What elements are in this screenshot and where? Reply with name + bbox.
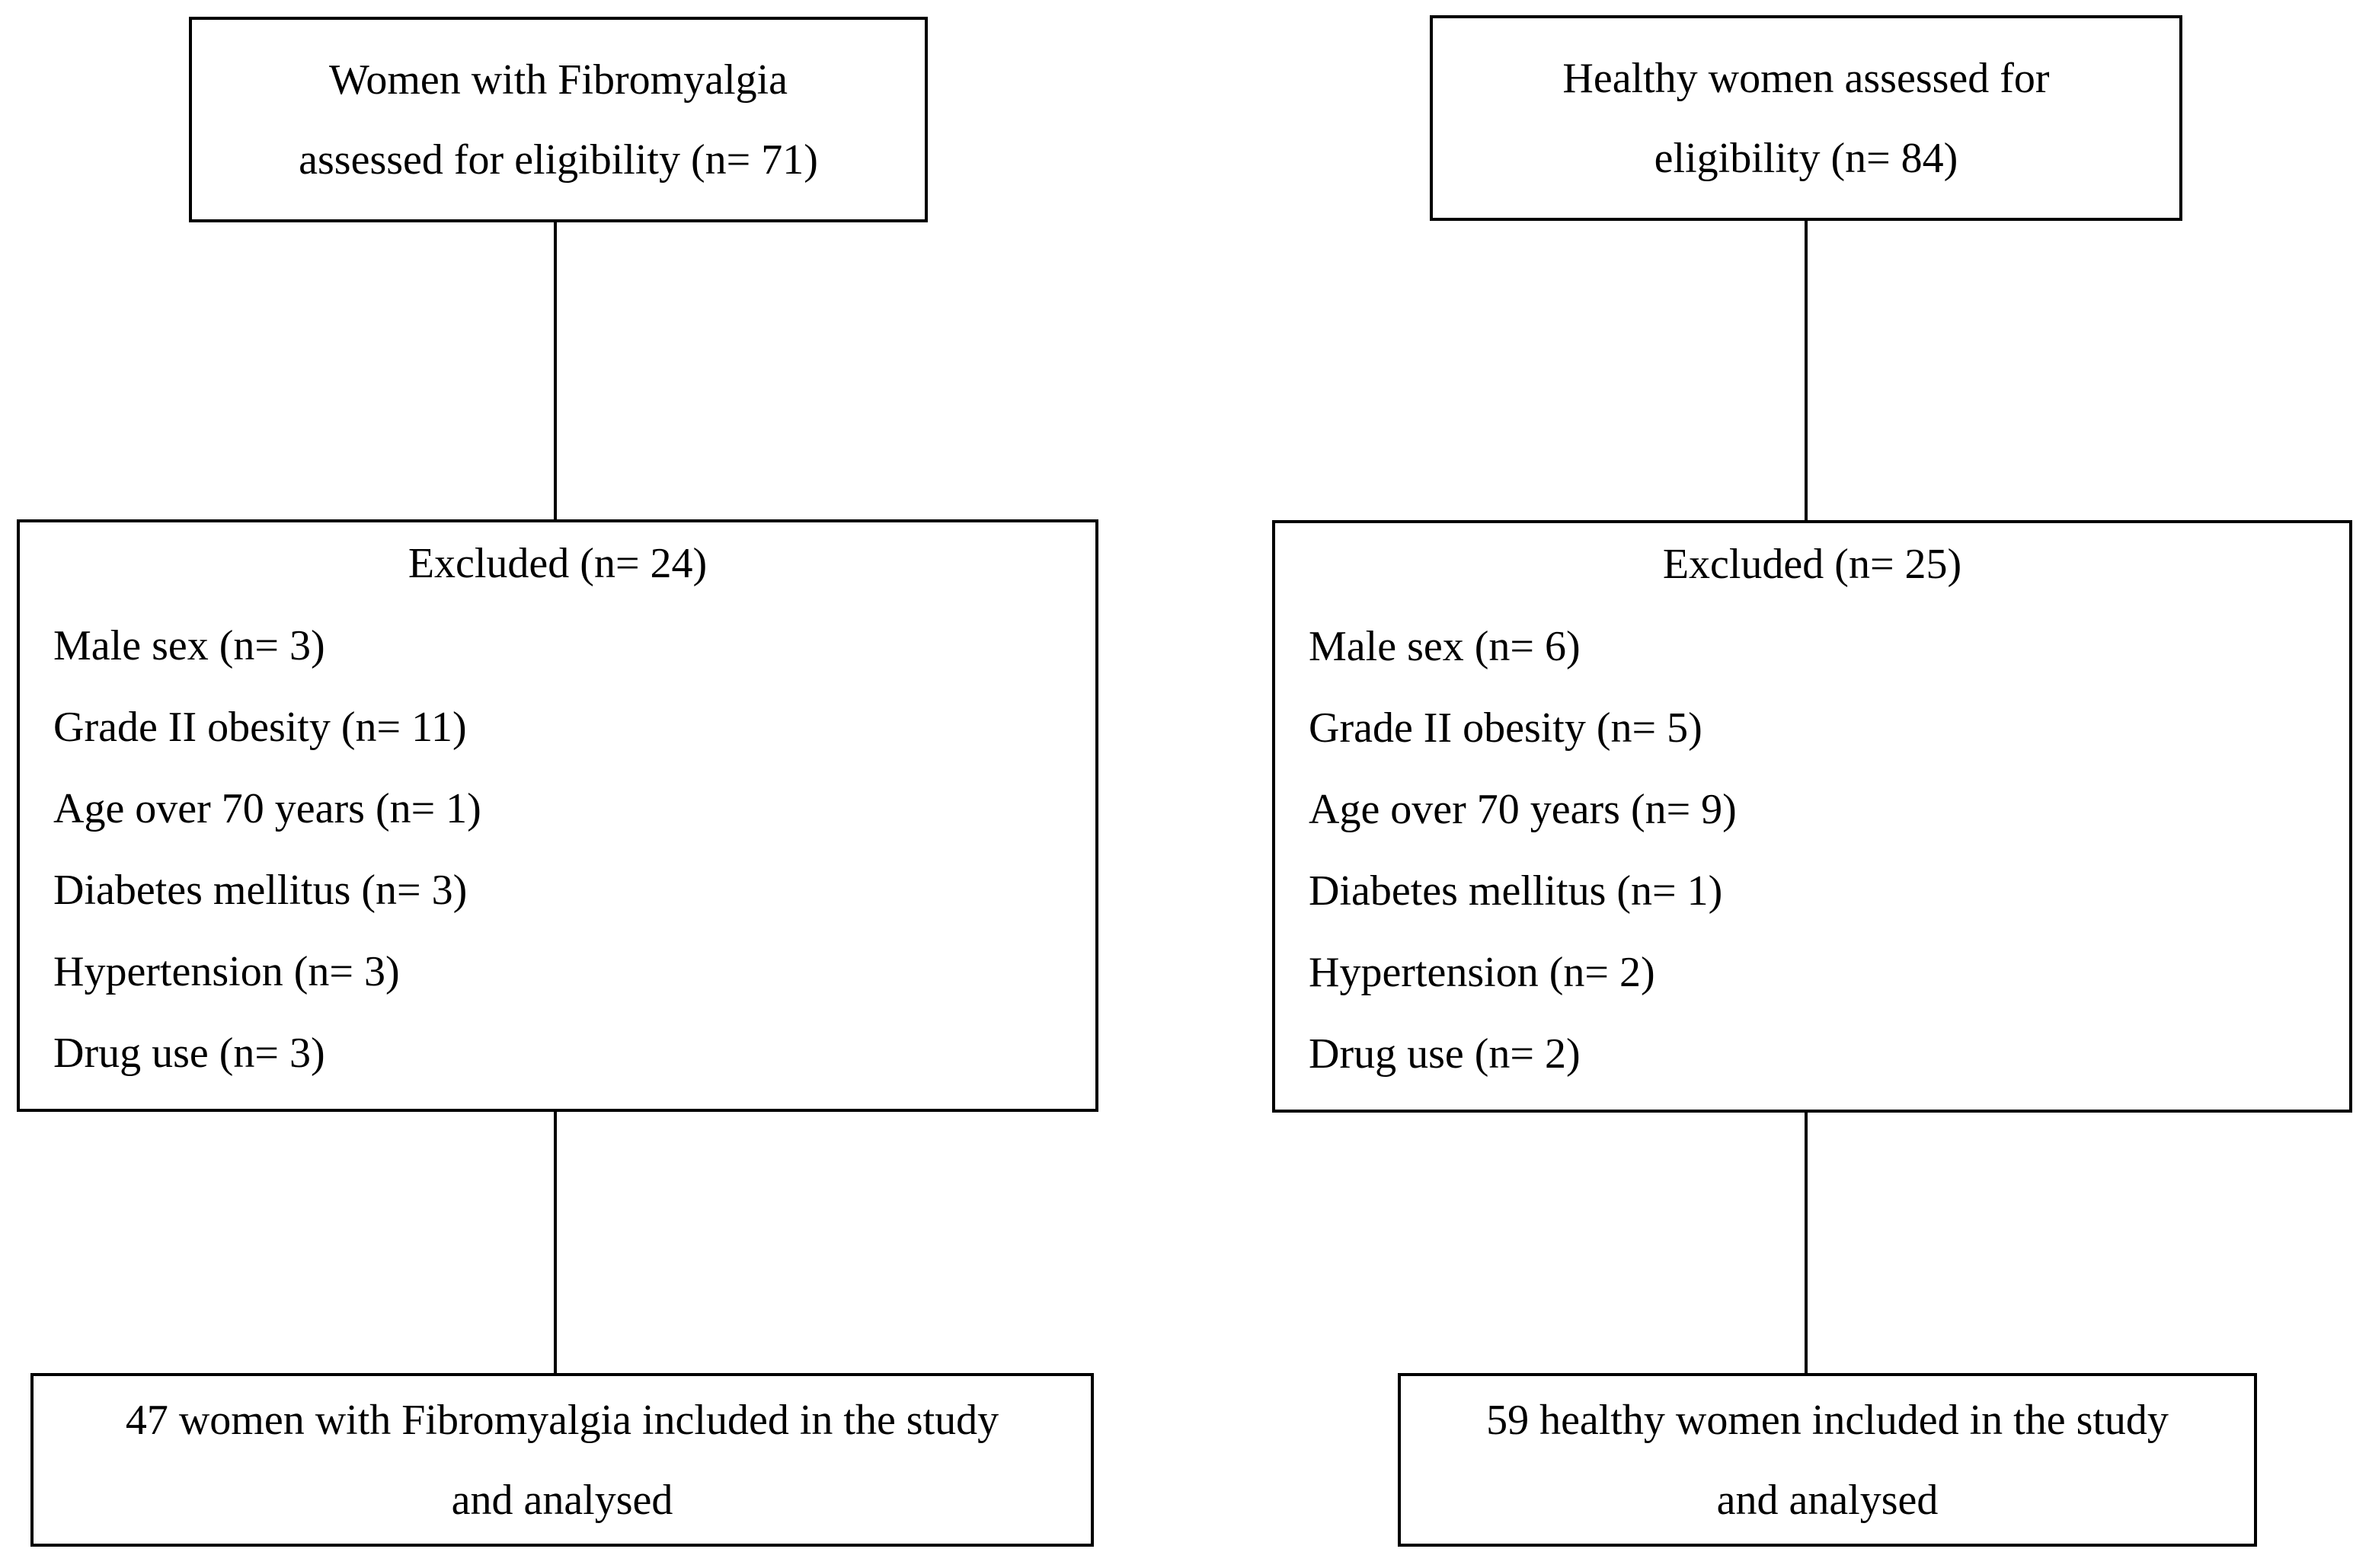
fibromyalgia-included-box: 47 women with Fibromyalgia included in t…	[30, 1373, 1094, 1547]
excluded-item: Drug use (n= 2)	[1309, 1030, 1581, 1078]
fibromyalgia-included-line2: and analysed	[451, 1476, 673, 1524]
healthy-excluded-box: Excluded (n= 25) Male sex (n= 6) Grade I…	[1272, 520, 2352, 1113]
connector-healthy-eligibility-to-excluded	[1805, 221, 1808, 522]
fibromyalgia-excluded-title: Excluded (n= 24)	[408, 540, 708, 587]
fibromyalgia-eligibility-line1: Women with Fibromyalgia	[328, 56, 788, 104]
connector-fibromyalgia-excluded-to-included	[554, 1110, 557, 1375]
excluded-item: Drug use (n= 3)	[53, 1030, 325, 1077]
excluded-item: Age over 70 years (n= 1)	[53, 785, 481, 832]
healthy-excluded-title: Excluded (n= 25)	[1662, 541, 1962, 588]
connector-fibromyalgia-eligibility-to-excluded	[554, 222, 557, 521]
fibromyalgia-eligibility-box: Women with Fibromyalgia assessed for eli…	[189, 17, 928, 222]
fibromyalgia-included-line1: 47 women with Fibromyalgia included in t…	[125, 1396, 999, 1444]
healthy-eligibility-box: Healthy women assessed for eligibility (…	[1430, 15, 2182, 221]
excluded-item: Male sex (n= 6)	[1309, 623, 1581, 670]
excluded-item: Grade II obesity (n= 11)	[53, 704, 467, 751]
excluded-item: Diabetes mellitus (n= 1)	[1309, 867, 1723, 915]
healthy-eligibility-line2: eligibility (n= 84)	[1654, 134, 1958, 182]
excluded-item: Hypertension (n= 3)	[53, 948, 400, 995]
excluded-item: Hypertension (n= 2)	[1309, 949, 1655, 996]
excluded-item: Diabetes mellitus (n= 3)	[53, 867, 468, 914]
fibromyalgia-excluded-box: Excluded (n= 24) Male sex (n= 3) Grade I…	[17, 519, 1098, 1112]
healthy-included-box: 59 healthy women included in the study a…	[1398, 1373, 2257, 1547]
excluded-item: Grade II obesity (n= 5)	[1309, 704, 1702, 752]
excluded-item: Male sex (n= 3)	[53, 622, 325, 669]
healthy-included-line2: and analysed	[1716, 1476, 1939, 1524]
connector-healthy-excluded-to-included	[1805, 1111, 1808, 1375]
healthy-eligibility-line1: Healthy women assessed for	[1562, 54, 2050, 102]
healthy-included-line1: 59 healthy women included in the study	[1486, 1396, 2169, 1444]
fibromyalgia-eligibility-line2: assessed for eligibility (n= 71)	[299, 136, 818, 184]
fibromyalgia-excluded-items: Male sex (n= 3) Grade II obesity (n= 11)…	[20, 623, 1095, 1076]
excluded-item: Age over 70 years (n= 9)	[1309, 786, 1737, 833]
healthy-excluded-items: Male sex (n= 6) Grade II obesity (n= 5) …	[1275, 624, 2349, 1077]
